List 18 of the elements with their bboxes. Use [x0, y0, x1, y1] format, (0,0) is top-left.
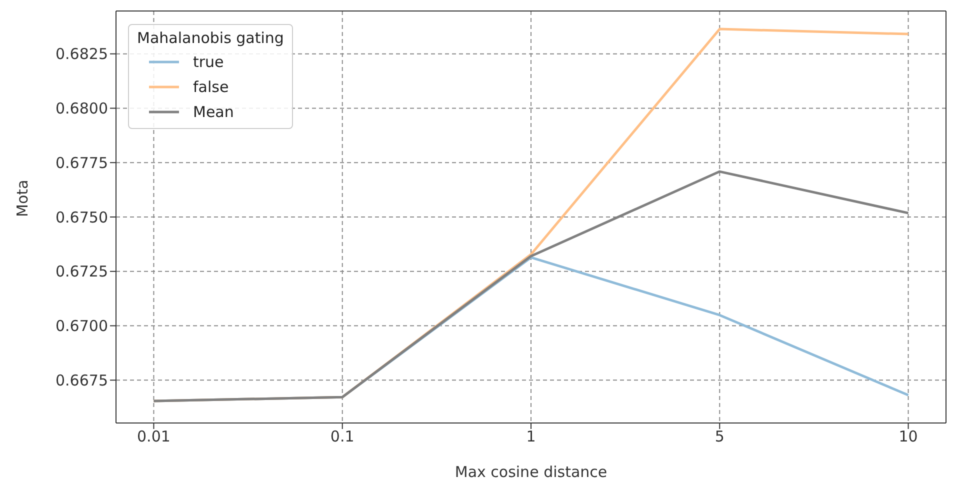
legend-title: Mahalanobis gating	[137, 29, 284, 47]
legend-label: true	[193, 52, 224, 70]
x-axis-title: Max cosine distance	[454, 463, 608, 481]
y-tick-label: 0.6750	[56, 208, 108, 226]
y-tick-label: 0.6700	[56, 317, 108, 336]
x-tick-label: 0.1	[330, 428, 354, 446]
x-tick-label: 10	[898, 428, 918, 446]
y-tick-label: 0.6725	[56, 262, 108, 281]
y-axis-title: Mota	[13, 180, 32, 217]
y-tick-label: 0.6800	[56, 100, 108, 118]
legend-label: false	[193, 78, 229, 96]
x-tick-label: 5	[714, 428, 724, 446]
x-tick-label: 0.01	[137, 428, 170, 446]
y-tick-label: 0.6675	[56, 371, 108, 390]
x-tick-label: 1	[526, 428, 536, 446]
legend-label: Mean	[193, 102, 234, 120]
y-tick-label: 0.6775	[56, 154, 108, 172]
y-tick-label: 0.6825	[56, 45, 108, 64]
